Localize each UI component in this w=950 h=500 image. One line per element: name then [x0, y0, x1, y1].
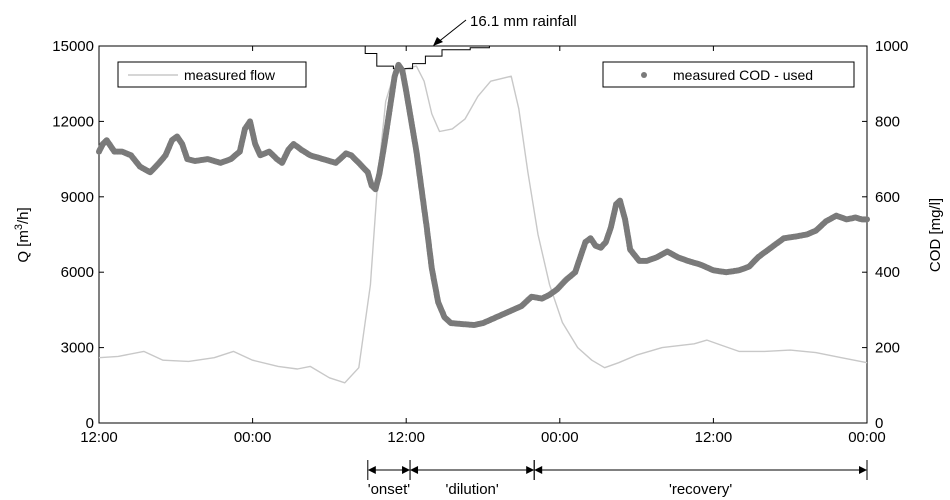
y-right-tick-label: 400	[875, 264, 900, 281]
y-left-tick-label: 0	[86, 415, 94, 432]
series-rainfall-line	[351, 45, 490, 70]
phase-label-2: 'recovery'	[669, 481, 732, 498]
axis-ticks: 12:00 00:00 12:00 00:00 12:00 00:000300060009…	[52, 38, 908, 446]
y-left-tick-label: 15000	[52, 38, 94, 55]
x-tick-label: 12:00	[387, 429, 425, 446]
x-tick-label: 00:00	[234, 429, 272, 446]
plot-area	[98, 45, 868, 424]
x-tick-label: 12:00	[80, 429, 118, 446]
y-right-tick-label: 1000	[875, 38, 908, 55]
legend-cod-swatch	[641, 72, 647, 78]
phase-label-1: 'dilution'	[445, 481, 498, 498]
phase-arrowhead-left	[534, 466, 543, 474]
y-right-tick-label: 0	[875, 415, 883, 432]
legend-cod: measured COD - used	[602, 61, 855, 88]
y-left-tick-label: 9000	[61, 189, 94, 206]
annotation-arrow	[436, 19, 467, 44]
y-left-tick-label: 12000	[52, 113, 94, 130]
phase-label-0: 'onset'	[368, 481, 411, 498]
y-right-tick-label: 600	[875, 189, 900, 206]
y-left-tick-label: 3000	[61, 340, 94, 357]
y-right-tick-label: 200	[875, 340, 900, 357]
phase-annotations: 'onset' 'dilution' 'recovery'	[367, 460, 868, 498]
cod-point	[864, 216, 870, 223]
x-tick-label: 00:00	[541, 429, 579, 446]
series-flow-line	[98, 65, 868, 384]
legend-cod-label: measured COD - used	[673, 67, 813, 83]
phase-arrowhead-right	[402, 466, 411, 474]
legend-flow: measured flow	[117, 61, 307, 88]
x-tick-label: 00:00	[848, 429, 886, 446]
annotation-arrowhead	[433, 37, 443, 46]
y-right-tick-label: 800	[875, 113, 900, 130]
y-right-axis-label: COD [mg/l]	[927, 198, 944, 272]
legend-flow-label: measured flow	[184, 67, 276, 83]
series-group	[96, 45, 870, 384]
phase-arrowhead-left	[410, 466, 419, 474]
y-left-tick-label: 6000	[61, 264, 94, 281]
phase-arrowhead-left	[367, 466, 376, 474]
x-tick-label: 12:00	[695, 429, 733, 446]
phase-arrowhead-right	[859, 466, 867, 474]
y-left-axis-label: Q [m3/h]	[13, 207, 32, 262]
phase-arrowhead-right	[526, 466, 535, 474]
annotation-rainfall: 16.1 mm rainfall	[470, 13, 577, 30]
series-cod-points	[96, 61, 870, 328]
